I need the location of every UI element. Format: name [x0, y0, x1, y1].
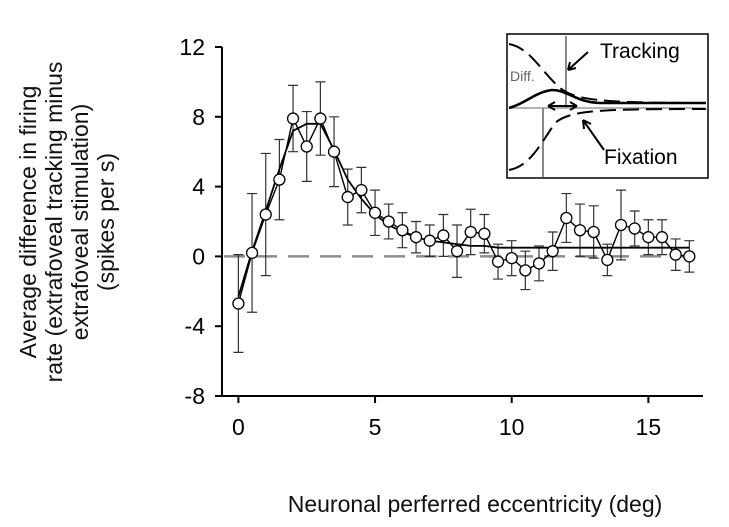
data-point — [382, 215, 395, 228]
data-point — [232, 297, 245, 310]
data-point — [314, 112, 327, 125]
data-point — [519, 264, 532, 277]
data-point — [327, 145, 341, 158]
data-point — [423, 234, 436, 247]
data-point — [505, 251, 518, 265]
data-point — [587, 225, 600, 239]
x-tick-label: 10 — [499, 414, 525, 440]
error-bars — [233, 81, 695, 353]
data-point — [683, 250, 696, 263]
inset-frame — [506, 33, 709, 179]
data-point — [259, 208, 272, 221]
data-point — [478, 227, 491, 240]
data-point — [286, 112, 300, 125]
inset-fixation-pointer — [582, 119, 605, 151]
y-tick-label: 4 — [192, 174, 205, 200]
x-tick-label: 15 — [636, 414, 662, 440]
data-point — [396, 224, 409, 237]
data-point — [614, 218, 628, 232]
y-tick-label: -8 — [185, 383, 205, 409]
x-tick-label: 5 — [369, 414, 382, 440]
data-point — [655, 231, 669, 244]
data-point — [341, 190, 354, 204]
data-markers — [232, 112, 696, 310]
y-axis-title-line-1: Average difference in firing — [15, 86, 41, 359]
data-point — [532, 257, 546, 270]
inset-schematic: Tracking Fixation Diff. — [506, 33, 709, 179]
data-point — [628, 222, 641, 235]
y-axis-title-line-4: (spikes per s) — [93, 153, 119, 291]
y-axis-title-line-3: extrafoveal stimulation) — [67, 104, 93, 341]
axes — [221, 47, 703, 397]
y-tick-label: 12 — [179, 34, 205, 60]
x-tick-label: 0 — [232, 414, 245, 440]
x-ticks: 0 5 10 15 — [232, 396, 661, 440]
data-point — [450, 245, 464, 258]
y-axis-title-line-2: rate (extrafoveal tracking minus — [41, 62, 67, 383]
data-point — [437, 229, 450, 242]
inset-label-fixation: Fixation — [604, 146, 678, 169]
y-axis-title: Average difference in firing rate (extra… — [15, 62, 119, 383]
data-point — [409, 231, 423, 244]
data-point — [300, 140, 313, 153]
inset-difference-curve — [508, 88, 706, 110]
data-point — [669, 248, 682, 261]
data-point — [546, 245, 559, 258]
inset-label-diff: Diff. — [510, 68, 535, 84]
data-point — [573, 224, 587, 237]
fit-line — [237, 122, 690, 297]
y-tick-label: -4 — [185, 313, 206, 339]
data-point — [642, 231, 655, 244]
data-point — [560, 211, 573, 225]
y-tick-label: 8 — [192, 104, 205, 130]
data-point — [601, 253, 614, 267]
data-point — [245, 246, 259, 260]
x-axis-title: Neuronal perferred eccentricity (deg) — [288, 491, 663, 517]
data-point — [368, 206, 382, 219]
inset-tracking-pointer — [567, 51, 589, 71]
data-point — [355, 183, 368, 197]
inset-fixation-curve — [508, 108, 707, 171]
data-line — [237, 116, 690, 304]
inset-latency-arrow — [547, 101, 578, 111]
data-point — [464, 225, 477, 239]
data-point — [273, 173, 286, 186]
inset-label-tracking: Tracking — [600, 40, 680, 63]
data-point — [491, 255, 505, 268]
y-tick-label: 0 — [192, 243, 205, 269]
y-ticks: -8 -4 0 4 8 12 — [179, 34, 222, 409]
